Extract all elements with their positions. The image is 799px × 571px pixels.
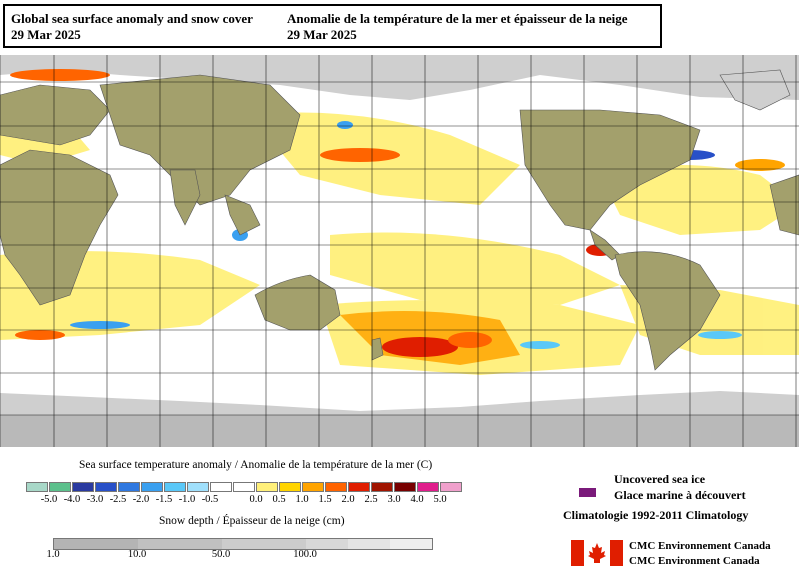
snow-swatch <box>54 539 138 549</box>
sst-swatch <box>256 482 278 492</box>
agency-label-en: CMC Environment Canada <box>629 555 760 567</box>
title-en-line1: Global sea surface anomaly and snow cove… <box>11 11 253 26</box>
sst-tick-label: 2.5 <box>364 494 378 505</box>
arctic-snow-cover <box>0 55 799 100</box>
sst-swatch <box>210 482 232 492</box>
sst-swatch <box>49 482 71 492</box>
africa <box>0 149 119 306</box>
land-masses <box>0 69 799 371</box>
snow-tick-label: 50.0 <box>211 549 231 560</box>
sst-tick-label: -1.0 <box>178 494 196 505</box>
title-box: Global sea surface anomaly and snow cove… <box>3 4 662 48</box>
title-english: Global sea surface anomaly and snow cove… <box>11 11 253 43</box>
sst-legend-label: Sea surface temperature anomaly / Anomal… <box>79 459 433 471</box>
sst-anomaly-map <box>0 55 799 447</box>
snow-depth-scale <box>53 538 433 550</box>
sst-swatch <box>26 482 48 492</box>
snow-tick-label: 1.0 <box>46 549 60 560</box>
sst-swatch <box>95 482 117 492</box>
agency-label-fr: CMC Environnement Canada <box>629 540 771 552</box>
snow-legend-label: Snow depth / Épaisseur de la neige (cm) <box>159 515 345 527</box>
sst-swatch <box>417 482 439 492</box>
snow-swatch <box>348 539 390 549</box>
snow-tick-label: 10.0 <box>127 549 147 560</box>
sst-swatch <box>118 482 140 492</box>
title-french: Anomalie de la température de la mer et … <box>287 11 627 43</box>
sst-swatch <box>302 482 324 492</box>
southeast-asia <box>224 194 261 236</box>
sst-tick-label: 1.5 <box>318 494 332 505</box>
canada-flag-icon <box>571 540 623 566</box>
india <box>169 169 201 226</box>
sst-swatch <box>233 482 255 492</box>
title-fr-line1: Anomalie de la température de la mer et … <box>287 11 628 26</box>
title-en-date: 29 Mar 2025 <box>11 27 81 42</box>
sst-tick-label: 2.0 <box>341 494 355 505</box>
sst-swatch <box>141 482 163 492</box>
graticule-grid <box>0 55 799 447</box>
sst-swatch <box>164 482 186 492</box>
sst-swatch <box>348 482 370 492</box>
snow-swatch <box>138 539 222 549</box>
sst-swatch <box>325 482 347 492</box>
snow-tick-label: 100.0 <box>293 549 317 560</box>
europe <box>0 84 111 146</box>
sst-swatch <box>72 482 94 492</box>
north-america <box>519 109 701 231</box>
sst-swatch <box>279 482 301 492</box>
sst-tick-label: 0.0 <box>249 494 263 505</box>
sst-tick-label: 4.0 <box>410 494 424 505</box>
sst-tick-label: 3.0 <box>387 494 401 505</box>
sst-swatch <box>394 482 416 492</box>
sea-ice-label-fr: Glace marine à découvert <box>614 488 746 502</box>
sea-ice-label-en: Uncovered sea ice <box>614 472 706 486</box>
asia <box>99 74 301 206</box>
sst-swatch <box>440 482 462 492</box>
sst-tick-label: 0.5 <box>272 494 286 505</box>
sst-tick-label: 1.0 <box>295 494 309 505</box>
sst-tick-label: -2.0 <box>132 494 150 505</box>
sst-swatch <box>371 482 393 492</box>
sst-tick-label: -0.5 <box>201 494 219 505</box>
sst-tick-label: -4.0 <box>63 494 81 505</box>
greenland <box>719 69 791 111</box>
sea-ice-swatch <box>579 488 596 497</box>
sst-color-scale <box>26 482 463 492</box>
sst-tick-label: 5.0 <box>433 494 447 505</box>
south-america <box>614 251 721 371</box>
snow-swatch <box>306 539 348 549</box>
sst-tick-label: -1.5 <box>155 494 173 505</box>
title-fr-date: 29 Mar 2025 <box>287 27 357 42</box>
sst-tick-label: -3.0 <box>86 494 104 505</box>
snow-swatch <box>390 539 432 549</box>
sst-tick-label: -2.5 <box>109 494 127 505</box>
climatology-label: Climatologie 1992-2011 Climatology <box>563 508 749 522</box>
snow-swatch <box>222 539 306 549</box>
sst-tick-label: -5.0 <box>40 494 58 505</box>
africa-east-edge <box>769 174 799 236</box>
sst-swatch <box>187 482 209 492</box>
